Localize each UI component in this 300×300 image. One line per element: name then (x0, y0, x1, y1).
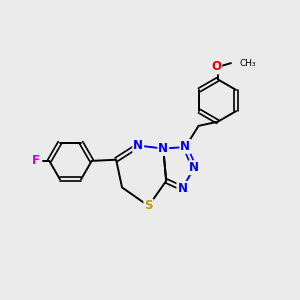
Text: CH₃: CH₃ (239, 58, 256, 68)
Text: S: S (144, 200, 153, 212)
Text: N: N (189, 161, 199, 174)
Text: N: N (180, 140, 190, 153)
Text: F: F (32, 154, 40, 167)
Text: O: O (211, 61, 221, 74)
Text: N: N (158, 142, 168, 155)
Text: N: N (177, 182, 188, 195)
Text: N: N (133, 139, 143, 152)
